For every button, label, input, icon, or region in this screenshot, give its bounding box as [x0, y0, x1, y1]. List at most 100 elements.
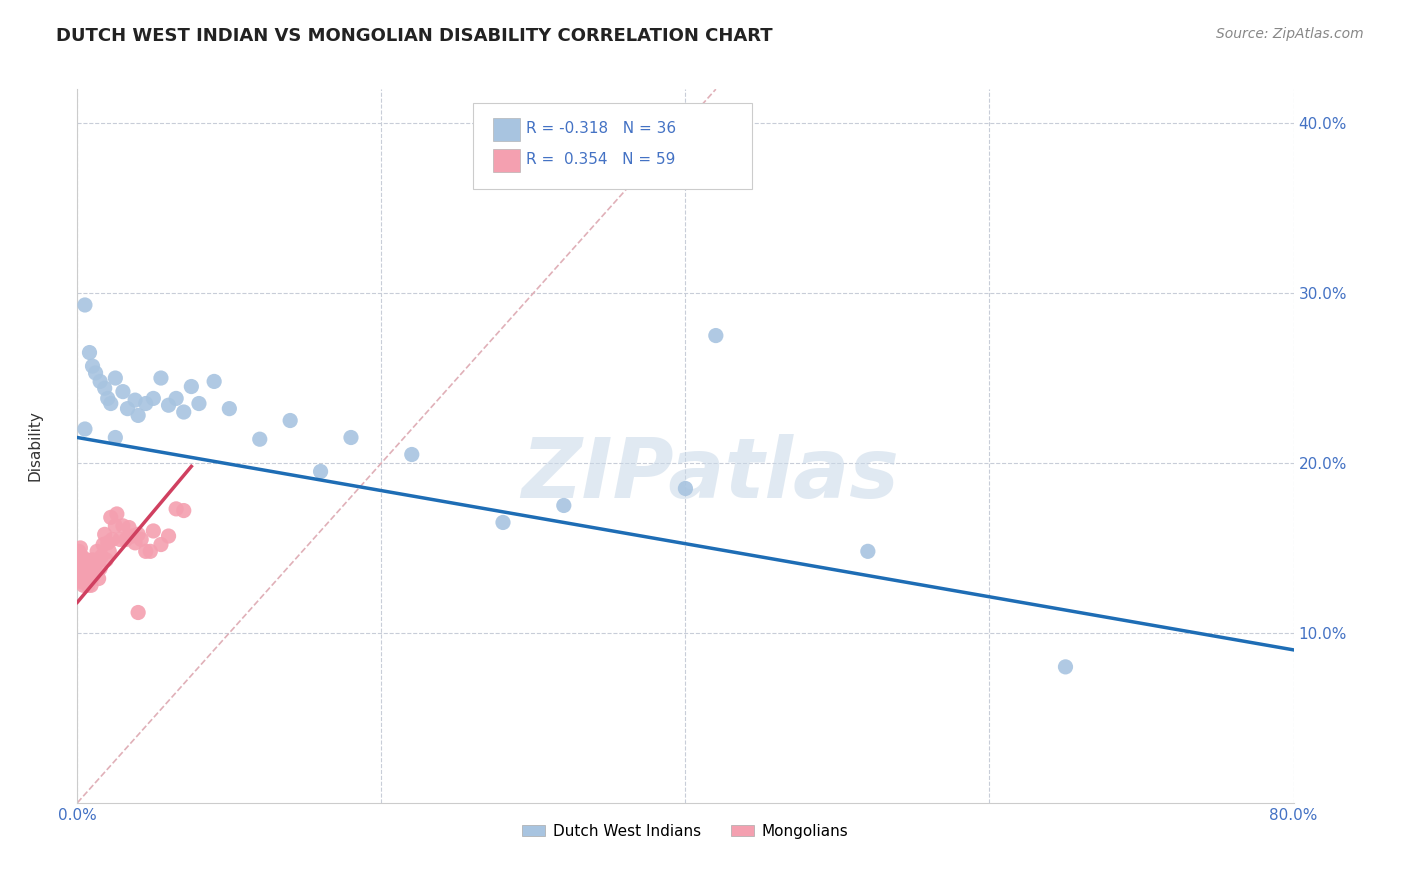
Point [100, 510, 122, 524]
Point [856, 544, 879, 558]
Point [149, 371, 172, 385]
Point [173, 405, 195, 419]
Point [142, 392, 165, 406]
Point [121, 529, 143, 543]
Point [165, 392, 187, 406]
Point [79, 572, 101, 586]
Point [67, 544, 90, 558]
Point [86, 544, 108, 558]
Point [77, 555, 100, 569]
Point [111, 519, 134, 533]
Point [218, 401, 240, 416]
Point [124, 393, 146, 408]
Point [704, 328, 727, 343]
Point [89, 375, 111, 389]
Point [104, 430, 127, 444]
Point [340, 430, 363, 444]
Point [188, 396, 211, 410]
Point [67, 558, 90, 572]
Point [82, 553, 104, 567]
Point [79, 345, 101, 359]
Point [104, 371, 127, 385]
Point [104, 519, 127, 533]
Point [117, 401, 139, 416]
Point [75, 563, 97, 577]
Text: DUTCH WEST INDIAN VS MONGOLIAN DISABILITY CORRELATION CHART: DUTCH WEST INDIAN VS MONGOLIAN DISABILIT… [56, 27, 773, 45]
Point [73, 558, 96, 572]
Point [142, 524, 165, 538]
Point [97, 392, 120, 406]
Point [100, 396, 122, 410]
Point [82, 359, 104, 373]
Point [69, 541, 91, 555]
Point [278, 413, 301, 427]
Point [67, 570, 90, 584]
Point [96, 553, 118, 567]
Point [70, 549, 93, 564]
Point [91, 537, 114, 551]
Text: ZIPatlas: ZIPatlas [520, 434, 898, 515]
Point [105, 507, 128, 521]
Point [124, 536, 146, 550]
Point [70, 563, 93, 577]
Point [1054, 660, 1077, 674]
Point [101, 533, 124, 547]
Text: Disability: Disability [28, 410, 42, 482]
Point [127, 409, 149, 423]
FancyBboxPatch shape [494, 119, 520, 141]
Point [249, 432, 271, 446]
Point [97, 536, 120, 550]
Point [135, 396, 157, 410]
Point [73, 298, 96, 312]
Point [129, 533, 152, 547]
Point [127, 527, 149, 541]
Point [108, 533, 131, 547]
Text: R = -0.318   N = 36: R = -0.318 N = 36 [526, 121, 676, 136]
Point [98, 544, 121, 558]
Point [82, 561, 104, 575]
Point [157, 398, 180, 412]
Point [80, 578, 103, 592]
Point [157, 529, 180, 543]
Point [73, 570, 96, 584]
Point [90, 549, 112, 564]
Point [77, 578, 100, 592]
Text: Source: ZipAtlas.com: Source: ZipAtlas.com [1216, 27, 1364, 41]
Point [84, 366, 107, 380]
Point [75, 574, 97, 589]
Point [165, 501, 187, 516]
Point [72, 578, 94, 592]
FancyBboxPatch shape [472, 103, 752, 189]
Point [127, 606, 149, 620]
Point [118, 520, 141, 534]
Point [80, 566, 103, 581]
Text: R =  0.354   N = 59: R = 0.354 N = 59 [526, 152, 675, 167]
Point [69, 553, 91, 567]
Point [135, 544, 157, 558]
Point [111, 384, 134, 399]
Point [77, 566, 100, 581]
Point [89, 561, 111, 575]
Point [69, 570, 91, 584]
Point [83, 566, 105, 581]
Point [173, 503, 195, 517]
Point [93, 381, 115, 395]
Point [202, 375, 225, 389]
Point [401, 448, 423, 462]
Point [149, 537, 172, 551]
Point [72, 555, 94, 569]
Point [93, 527, 115, 541]
Point [87, 572, 110, 586]
Point [69, 561, 91, 575]
Point [139, 544, 162, 558]
Point [309, 465, 332, 479]
FancyBboxPatch shape [494, 149, 520, 172]
Point [75, 553, 97, 567]
Point [180, 379, 202, 393]
Point [73, 422, 96, 436]
Point [72, 566, 94, 581]
Point [79, 561, 101, 575]
Point [675, 482, 697, 496]
Point [84, 558, 107, 572]
Point [70, 574, 93, 589]
